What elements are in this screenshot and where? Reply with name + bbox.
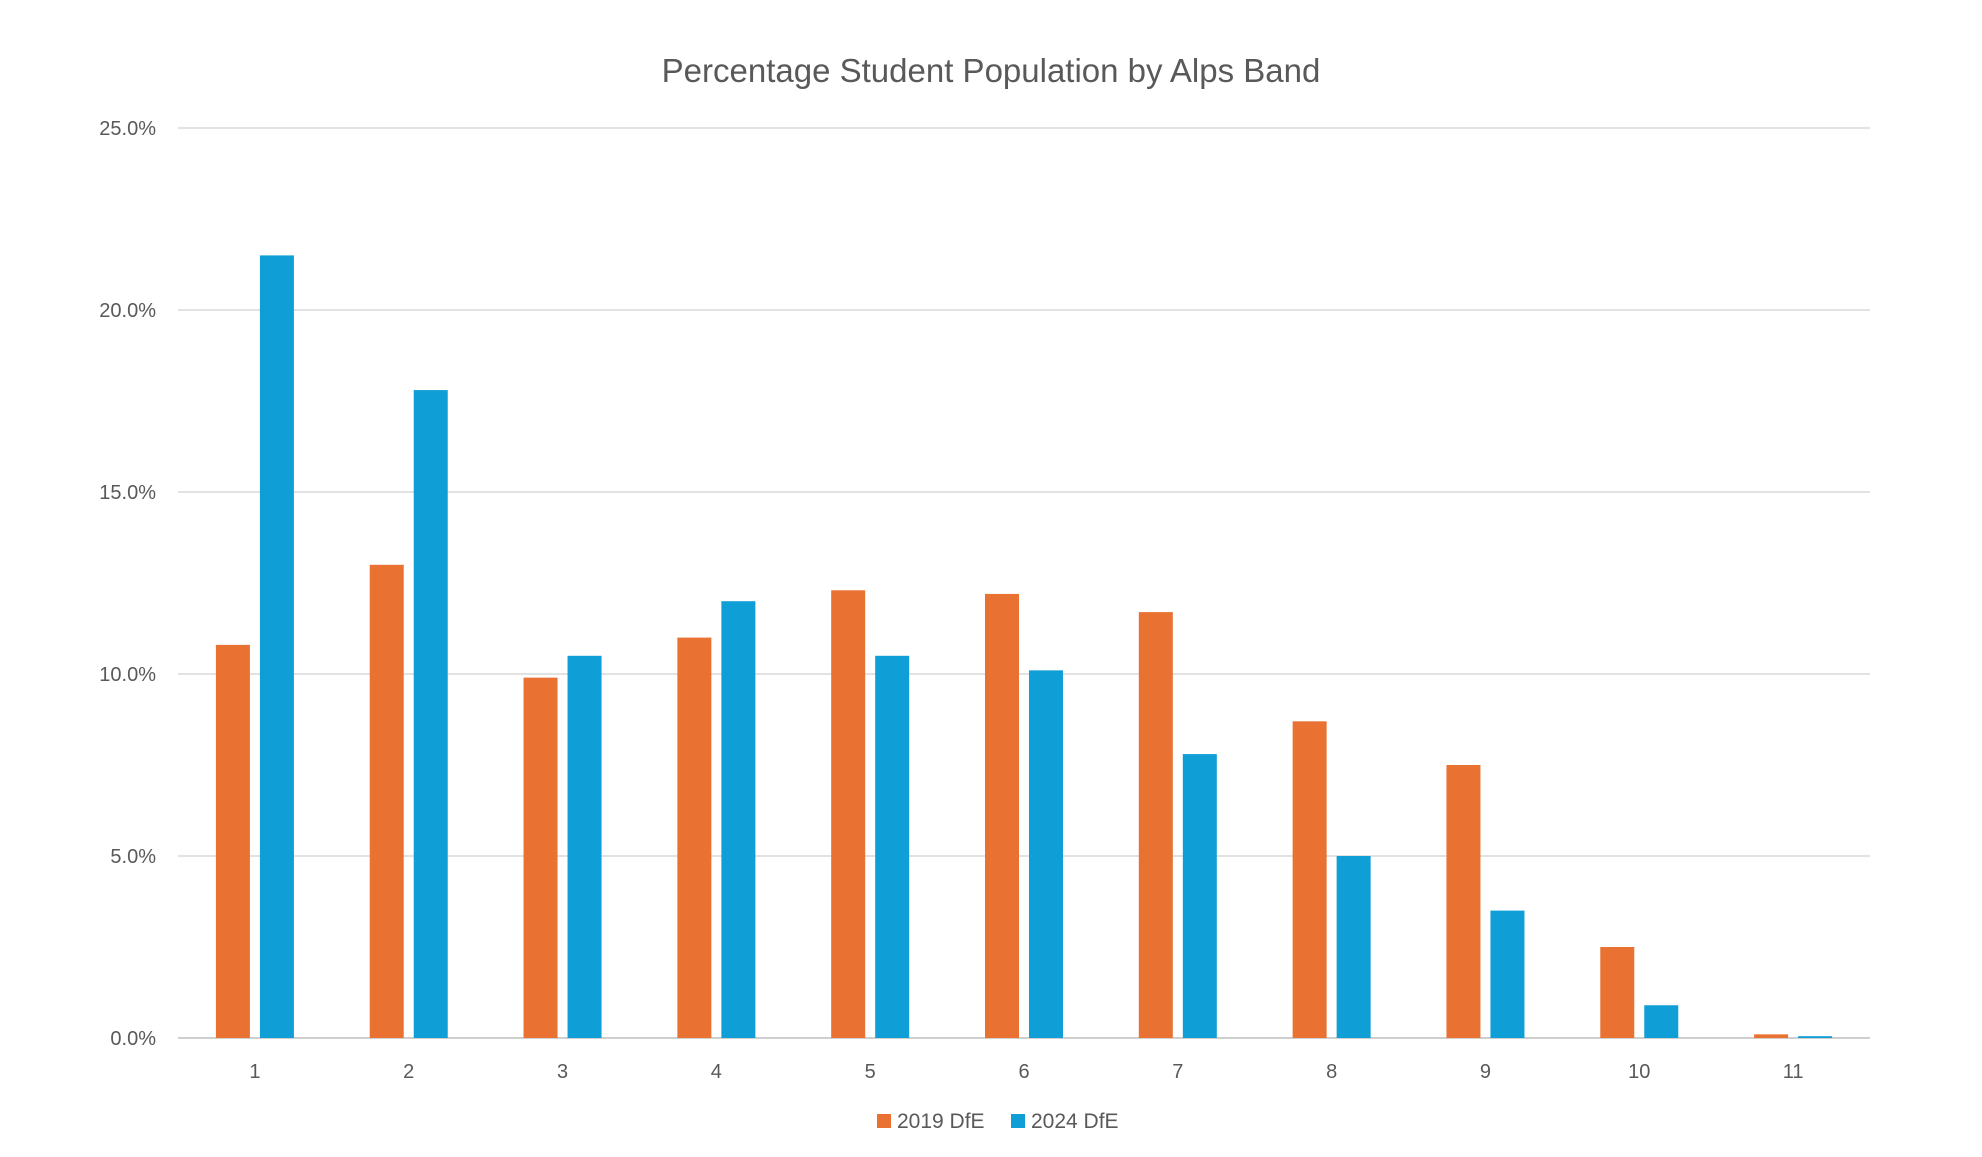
bar-2024-dfe-6 — [1029, 670, 1063, 1038]
x-tick-label: 7 — [1172, 1061, 1183, 1083]
bar-2024-dfe-8 — [1336, 856, 1371, 1038]
chart-title: Percentage Student Population by Alps Ba… — [661, 52, 1321, 89]
x-tick-label: 8 — [1326, 1061, 1337, 1083]
legend-label: 2019 DfE — [897, 1110, 985, 1133]
x-tick-label: 5 — [865, 1061, 876, 1083]
legend-label: 2024 DfE — [1031, 1110, 1119, 1133]
y-tick-label: 5.0% — [110, 846, 156, 868]
x-tick-label: 11 — [1783, 1061, 1804, 1083]
bar-2024-dfe-4 — [721, 601, 756, 1038]
x-tick-label: 6 — [1018, 1061, 1029, 1083]
y-tick-label: 10.0% — [99, 664, 156, 686]
y-axis-ticks: 0.0% 5.0% 10.0% 15.0% 20.0% 25.0% — [99, 118, 156, 1050]
x-tick-label: 10 — [1628, 1061, 1650, 1083]
bar-2019-dfe-10 — [1600, 947, 1635, 1038]
y-tick-label: 15.0% — [99, 482, 156, 504]
legend-swatch — [1011, 1114, 1025, 1128]
bar-2024-dfe-7 — [1182, 754, 1217, 1038]
bar-2019-dfe-6 — [985, 593, 1019, 1038]
bar-2024-dfe-1 — [259, 255, 294, 1038]
x-tick-label: 2 — [403, 1061, 414, 1083]
bar-2024-dfe-3 — [567, 655, 602, 1038]
bar-2019-dfe-1 — [215, 644, 250, 1038]
bar-2019-dfe-3 — [523, 677, 558, 1038]
y-tick-label: 25.0% — [99, 118, 156, 140]
y-tick-label: 20.0% — [99, 300, 156, 322]
legend-swatch — [877, 1114, 891, 1128]
x-axis-ticks: 1 2 3 4 5 6 7 8 9 10 11 — [249, 1061, 1803, 1083]
x-tick-label: 9 — [1480, 1061, 1491, 1083]
bar-2024-dfe-10 — [1644, 1005, 1679, 1038]
bar-2019-dfe-4 — [677, 637, 712, 1038]
x-tick-label: 3 — [557, 1061, 568, 1083]
bar-2019-dfe-5 — [831, 590, 866, 1038]
bar-2024-dfe-11 — [1798, 1036, 1833, 1038]
bar-2019-dfe-9 — [1446, 765, 1481, 1038]
bar-2019-dfe-8 — [1292, 721, 1327, 1038]
bars — [215, 255, 1833, 1039]
bar-2019-dfe-11 — [1754, 1034, 1789, 1038]
bar-2024-dfe-9 — [1490, 910, 1525, 1038]
bar-2019-dfe-2 — [369, 564, 404, 1038]
x-tick-label: 4 — [711, 1061, 722, 1083]
y-tick-label: 0.0% — [110, 1028, 156, 1050]
legend: 2019 DfE 2024 DfE — [877, 1110, 1119, 1133]
bar-2024-dfe-5 — [875, 655, 910, 1038]
bar-2024-dfe-2 — [413, 390, 448, 1039]
x-tick-label: 1 — [249, 1061, 260, 1083]
gridlines — [178, 127, 1870, 1039]
bar-2019-dfe-7 — [1138, 612, 1173, 1038]
